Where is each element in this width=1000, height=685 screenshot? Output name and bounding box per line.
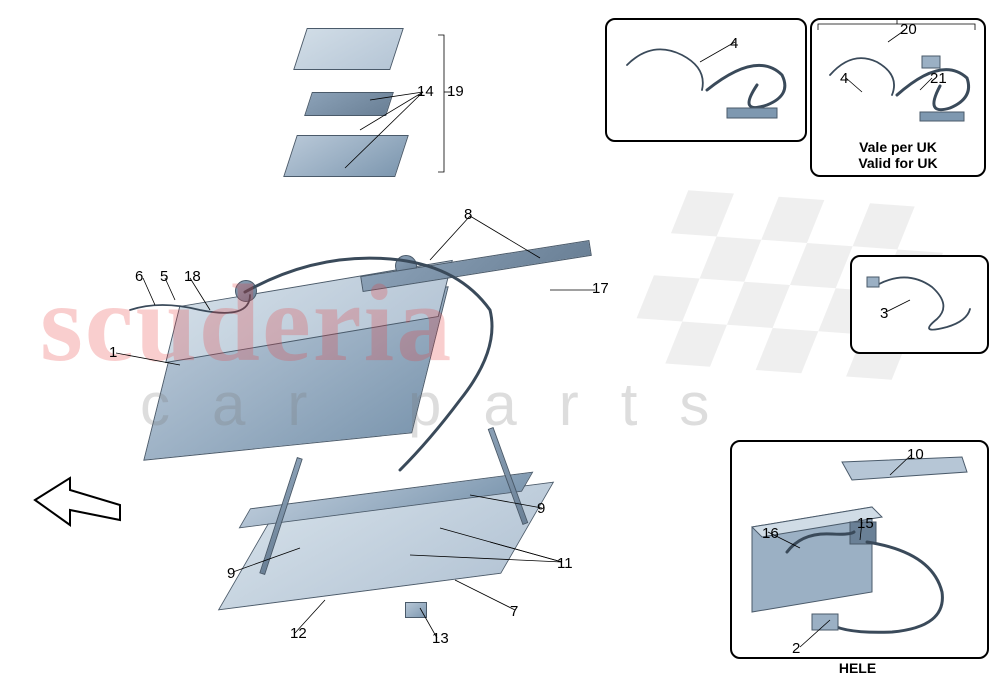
clip-13: [405, 602, 427, 618]
hele-caption: HELE: [730, 660, 985, 676]
inset-cable3: [850, 255, 989, 354]
callout-11: 11: [555, 555, 575, 572]
callout-10: 10: [905, 446, 926, 463]
diagram-canvas: { "watermark": { "line1": "scuderia", "l…: [0, 0, 1000, 685]
fusebox-mid: [304, 92, 394, 116]
callout-15: 15: [855, 515, 876, 532]
callout-14: 14: [415, 83, 436, 100]
charger-eu-drawing: [607, 20, 805, 140]
callout-16: 16: [760, 525, 781, 542]
callout-18: 18: [182, 268, 203, 285]
callout-7: 7: [508, 603, 520, 620]
callout-8: 8: [462, 206, 474, 223]
callout-20: 20: [898, 21, 919, 38]
inset-hele: [730, 440, 989, 659]
battery-terminal-pos: [235, 280, 257, 302]
callout-6: 6: [133, 268, 145, 285]
hele-drawing: [732, 442, 987, 657]
fusebox-base: [283, 135, 409, 177]
callout-4a: 4: [728, 35, 740, 52]
callout-21: 21: [928, 70, 949, 87]
callout-9b: 9: [225, 565, 237, 582]
callout-2: 2: [790, 640, 802, 657]
cable3-drawing: [852, 257, 987, 352]
callout-3: 3: [878, 305, 890, 322]
callout-5: 5: [158, 268, 170, 285]
direction-arrow-icon: [30, 470, 130, 540]
uk-caption-en: Valid for UK: [812, 155, 984, 171]
inset-charger-eu: [605, 18, 807, 142]
inset-charger-uk: Vale per UK Valid for UK: [810, 18, 986, 177]
callout-19: 19: [445, 83, 466, 100]
fusebox-cover: [293, 28, 404, 70]
callout-9a: 9: [535, 500, 547, 517]
uk-caption-it: Vale per UK: [812, 139, 984, 155]
callout-12: 12: [288, 625, 309, 642]
callout-13: 13: [430, 630, 451, 647]
callout-1: 1: [107, 344, 119, 361]
callout-4b: 4: [838, 70, 850, 87]
callout-17: 17: [590, 280, 611, 297]
